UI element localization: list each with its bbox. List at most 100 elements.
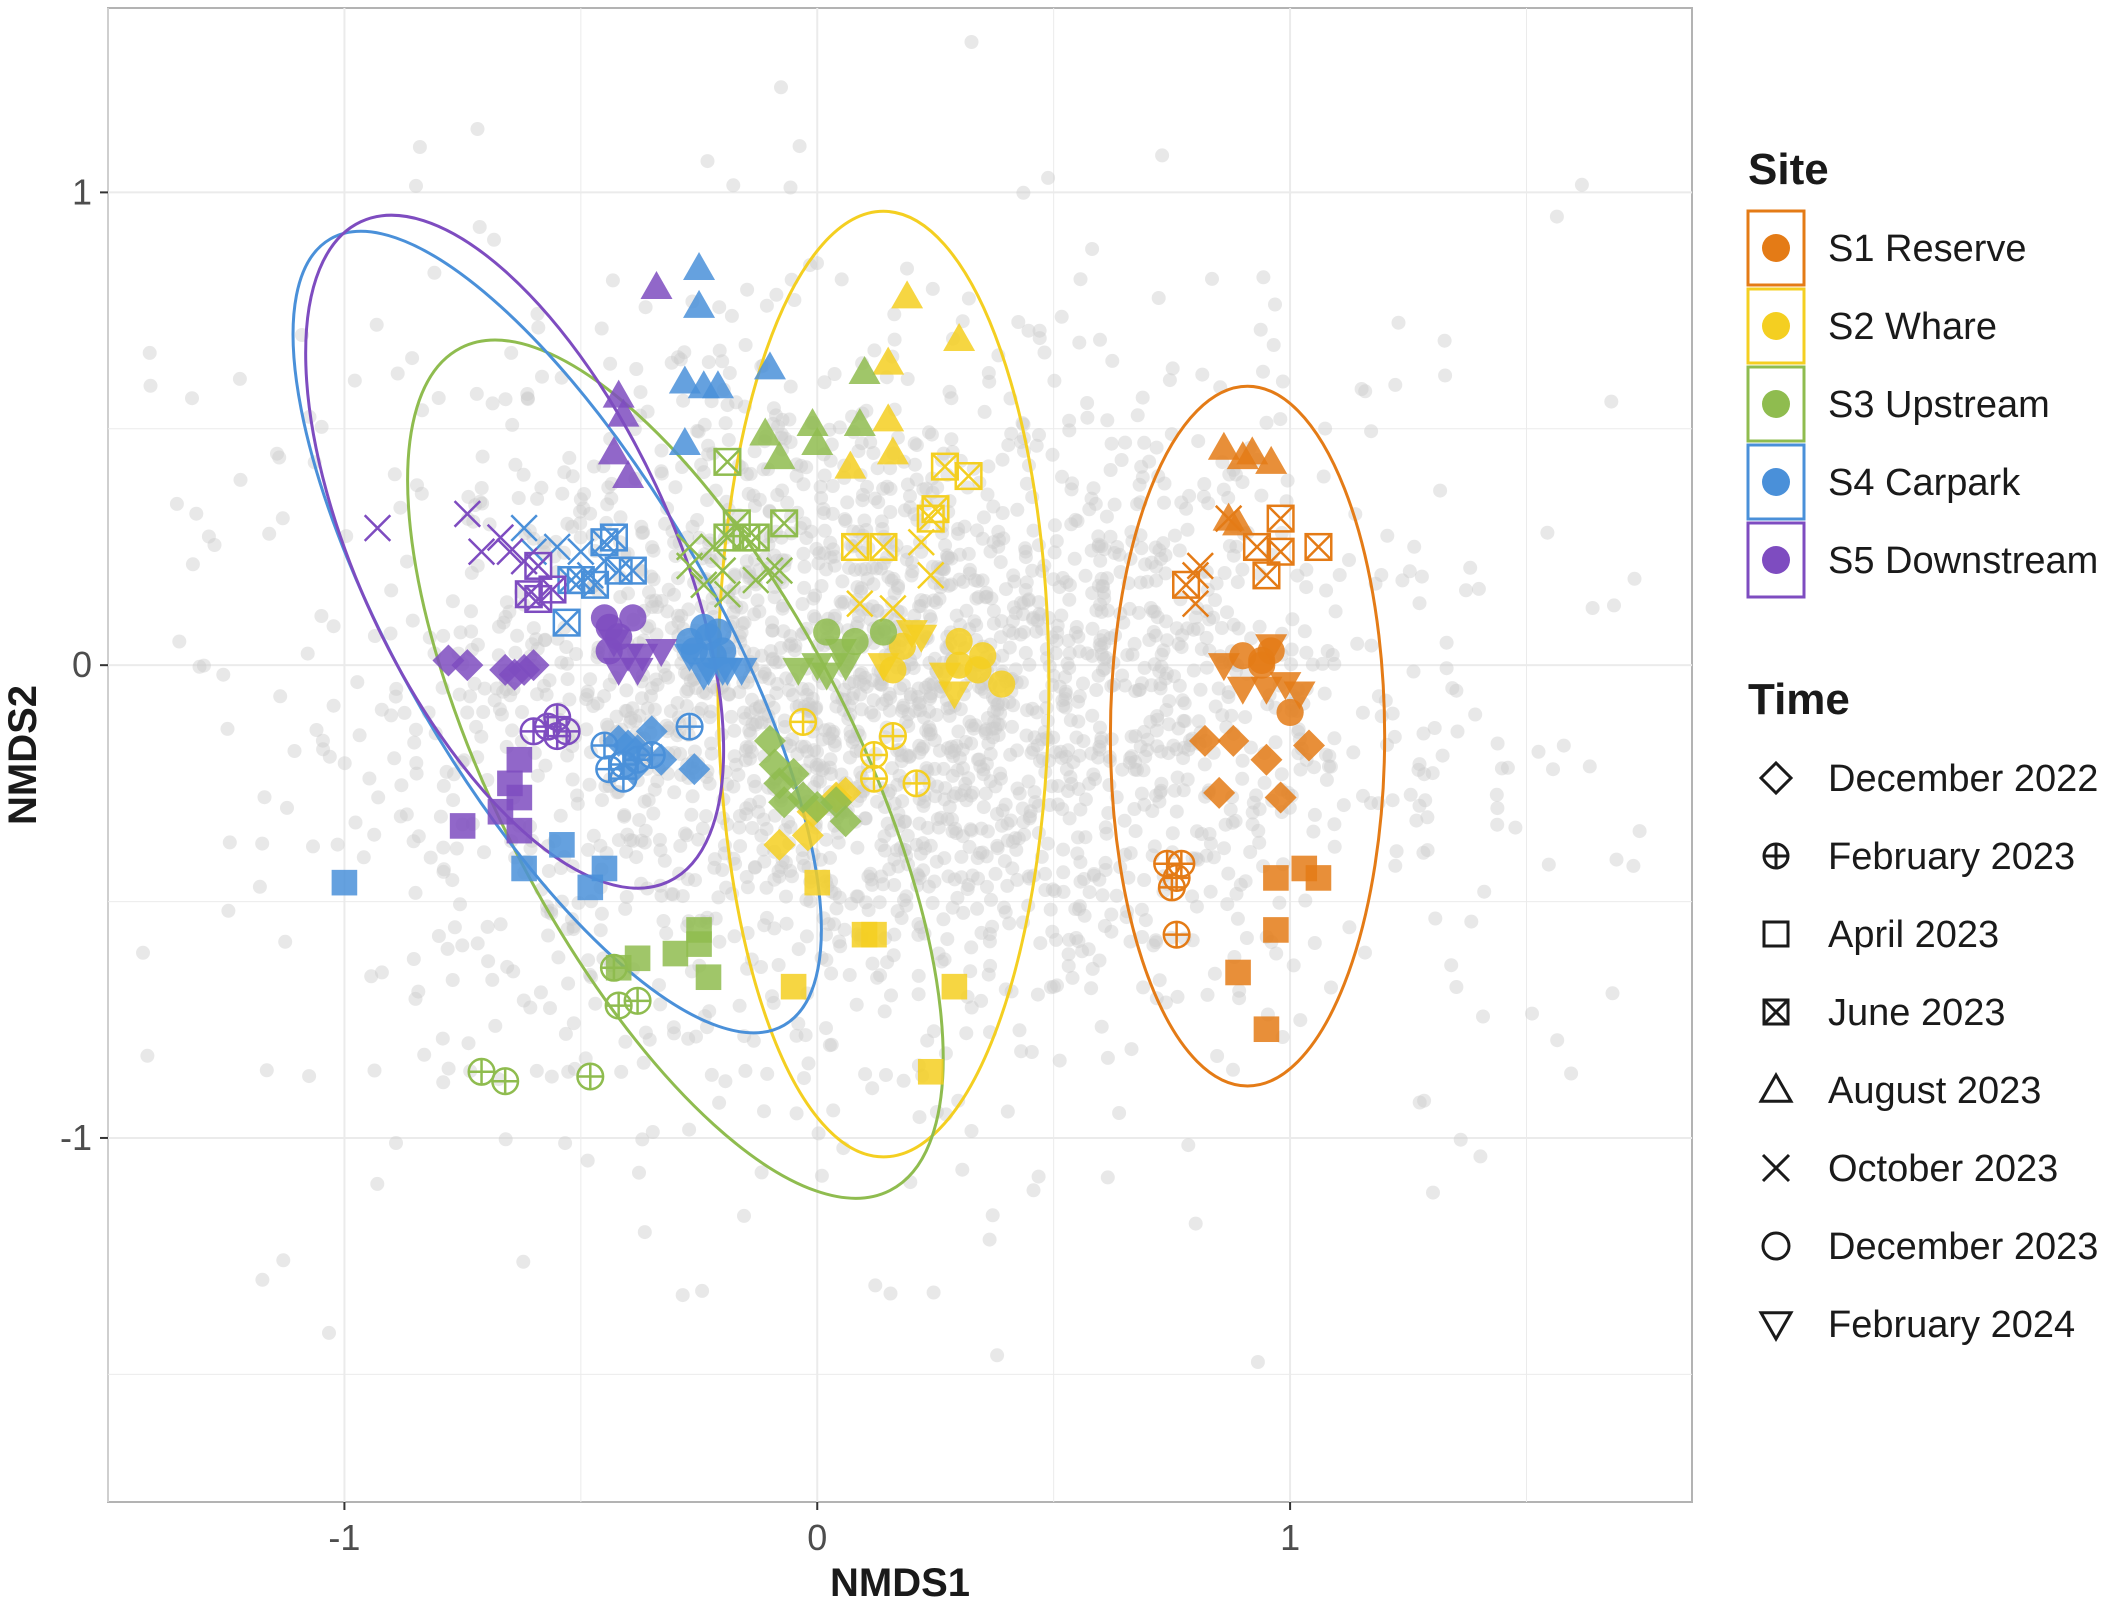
- background-point: [1092, 742, 1107, 757]
- background-point: [899, 714, 914, 729]
- background-point: [704, 1067, 719, 1082]
- background-point: [982, 934, 997, 949]
- background-point: [873, 677, 888, 692]
- background-point: [1089, 683, 1104, 697]
- background-point: [948, 821, 963, 836]
- background-point: [1195, 367, 1210, 382]
- background-point: [499, 595, 514, 610]
- background-point: [740, 282, 755, 297]
- background-point: [1468, 707, 1483, 722]
- point-s3-upstream-december-2022: [753, 724, 786, 757]
- background-point: [1153, 785, 1168, 800]
- background-point: [1604, 394, 1619, 409]
- background-point: [1029, 624, 1044, 639]
- background-point: [1091, 750, 1106, 765]
- background-point: [824, 966, 839, 981]
- background-point: [787, 643, 802, 658]
- background-point: [1232, 983, 1247, 998]
- background-point: [1064, 482, 1079, 497]
- background-point: [775, 483, 790, 498]
- background-point: [1449, 683, 1464, 698]
- background-point: [1085, 242, 1100, 256]
- background-point: [520, 392, 535, 407]
- x-tick-label: 0: [807, 1517, 827, 1558]
- background-point: [648, 593, 663, 608]
- background-point: [654, 466, 669, 481]
- background-point: [671, 710, 686, 725]
- background-point: [953, 702, 968, 717]
- background-point: [1426, 1185, 1440, 1200]
- background-point: [1161, 746, 1176, 761]
- background-point: [745, 692, 759, 707]
- background-point: [619, 844, 634, 859]
- background-point: [739, 870, 754, 884]
- point-s3-upstream-october-2023: [765, 556, 794, 585]
- background-point: [915, 836, 930, 851]
- background-point: [1006, 698, 1021, 713]
- background-point: [1050, 978, 1064, 993]
- background-point: [216, 667, 231, 682]
- background-point: [766, 401, 781, 416]
- background-point: [952, 572, 967, 587]
- background-point: [1158, 548, 1173, 563]
- background-point: [573, 504, 587, 519]
- background-point: [1056, 884, 1071, 899]
- background-point: [983, 747, 998, 761]
- background-point: [1031, 595, 1046, 610]
- background-point: [1170, 989, 1185, 1004]
- background-point: [738, 1063, 753, 1078]
- background-point: [962, 714, 977, 729]
- point-s1-reserve-april-2023: [1253, 1016, 1280, 1043]
- background-point: [393, 500, 408, 515]
- background-point: [1435, 748, 1450, 763]
- background-point: [530, 491, 545, 506]
- background-point: [976, 767, 991, 782]
- background-point: [508, 645, 523, 660]
- background-point: [932, 591, 947, 606]
- background-point: [969, 618, 984, 633]
- background-point: [817, 468, 832, 483]
- background-point: [433, 809, 448, 824]
- background-point: [1019, 575, 1034, 590]
- background-point: [1118, 847, 1133, 862]
- background-point: [976, 800, 991, 815]
- point-s2-whare-august-2023: [891, 280, 924, 309]
- background-point: [1416, 726, 1431, 741]
- background-point: [722, 687, 736, 702]
- background-point: [901, 707, 916, 722]
- background-point: [1508, 820, 1523, 835]
- background-point: [644, 594, 659, 609]
- background-point: [1091, 668, 1106, 683]
- background-point: [997, 900, 1011, 915]
- background-point: [559, 640, 574, 654]
- background-point: [1128, 729, 1143, 744]
- background-point: [799, 687, 814, 702]
- background-point: [1268, 297, 1282, 312]
- background-point: [789, 468, 804, 483]
- background-point: [1250, 1355, 1265, 1369]
- background-point: [877, 1004, 892, 1019]
- background-point: [774, 80, 788, 95]
- background-point: [760, 1066, 775, 1081]
- background-point: [711, 890, 726, 905]
- background-point: [322, 1325, 336, 1340]
- background-point: [924, 676, 939, 691]
- background-point: [660, 604, 675, 619]
- point-s4-carpark-february-2023: [637, 740, 666, 770]
- background-point: [809, 757, 824, 772]
- background-point: [1124, 1042, 1139, 1057]
- background-point: [726, 605, 741, 620]
- background-point: [812, 546, 827, 561]
- background-point: [832, 934, 847, 949]
- background-point: [782, 412, 797, 427]
- background-point: [461, 489, 476, 504]
- background-point: [927, 874, 942, 889]
- background-point: [1257, 775, 1272, 790]
- background-point: [795, 681, 810, 696]
- background-point: [754, 960, 768, 974]
- background-point: [516, 993, 531, 1008]
- background-point: [935, 576, 950, 591]
- background-point: [937, 952, 952, 967]
- background-point: [400, 554, 414, 569]
- background-point: [1500, 760, 1515, 775]
